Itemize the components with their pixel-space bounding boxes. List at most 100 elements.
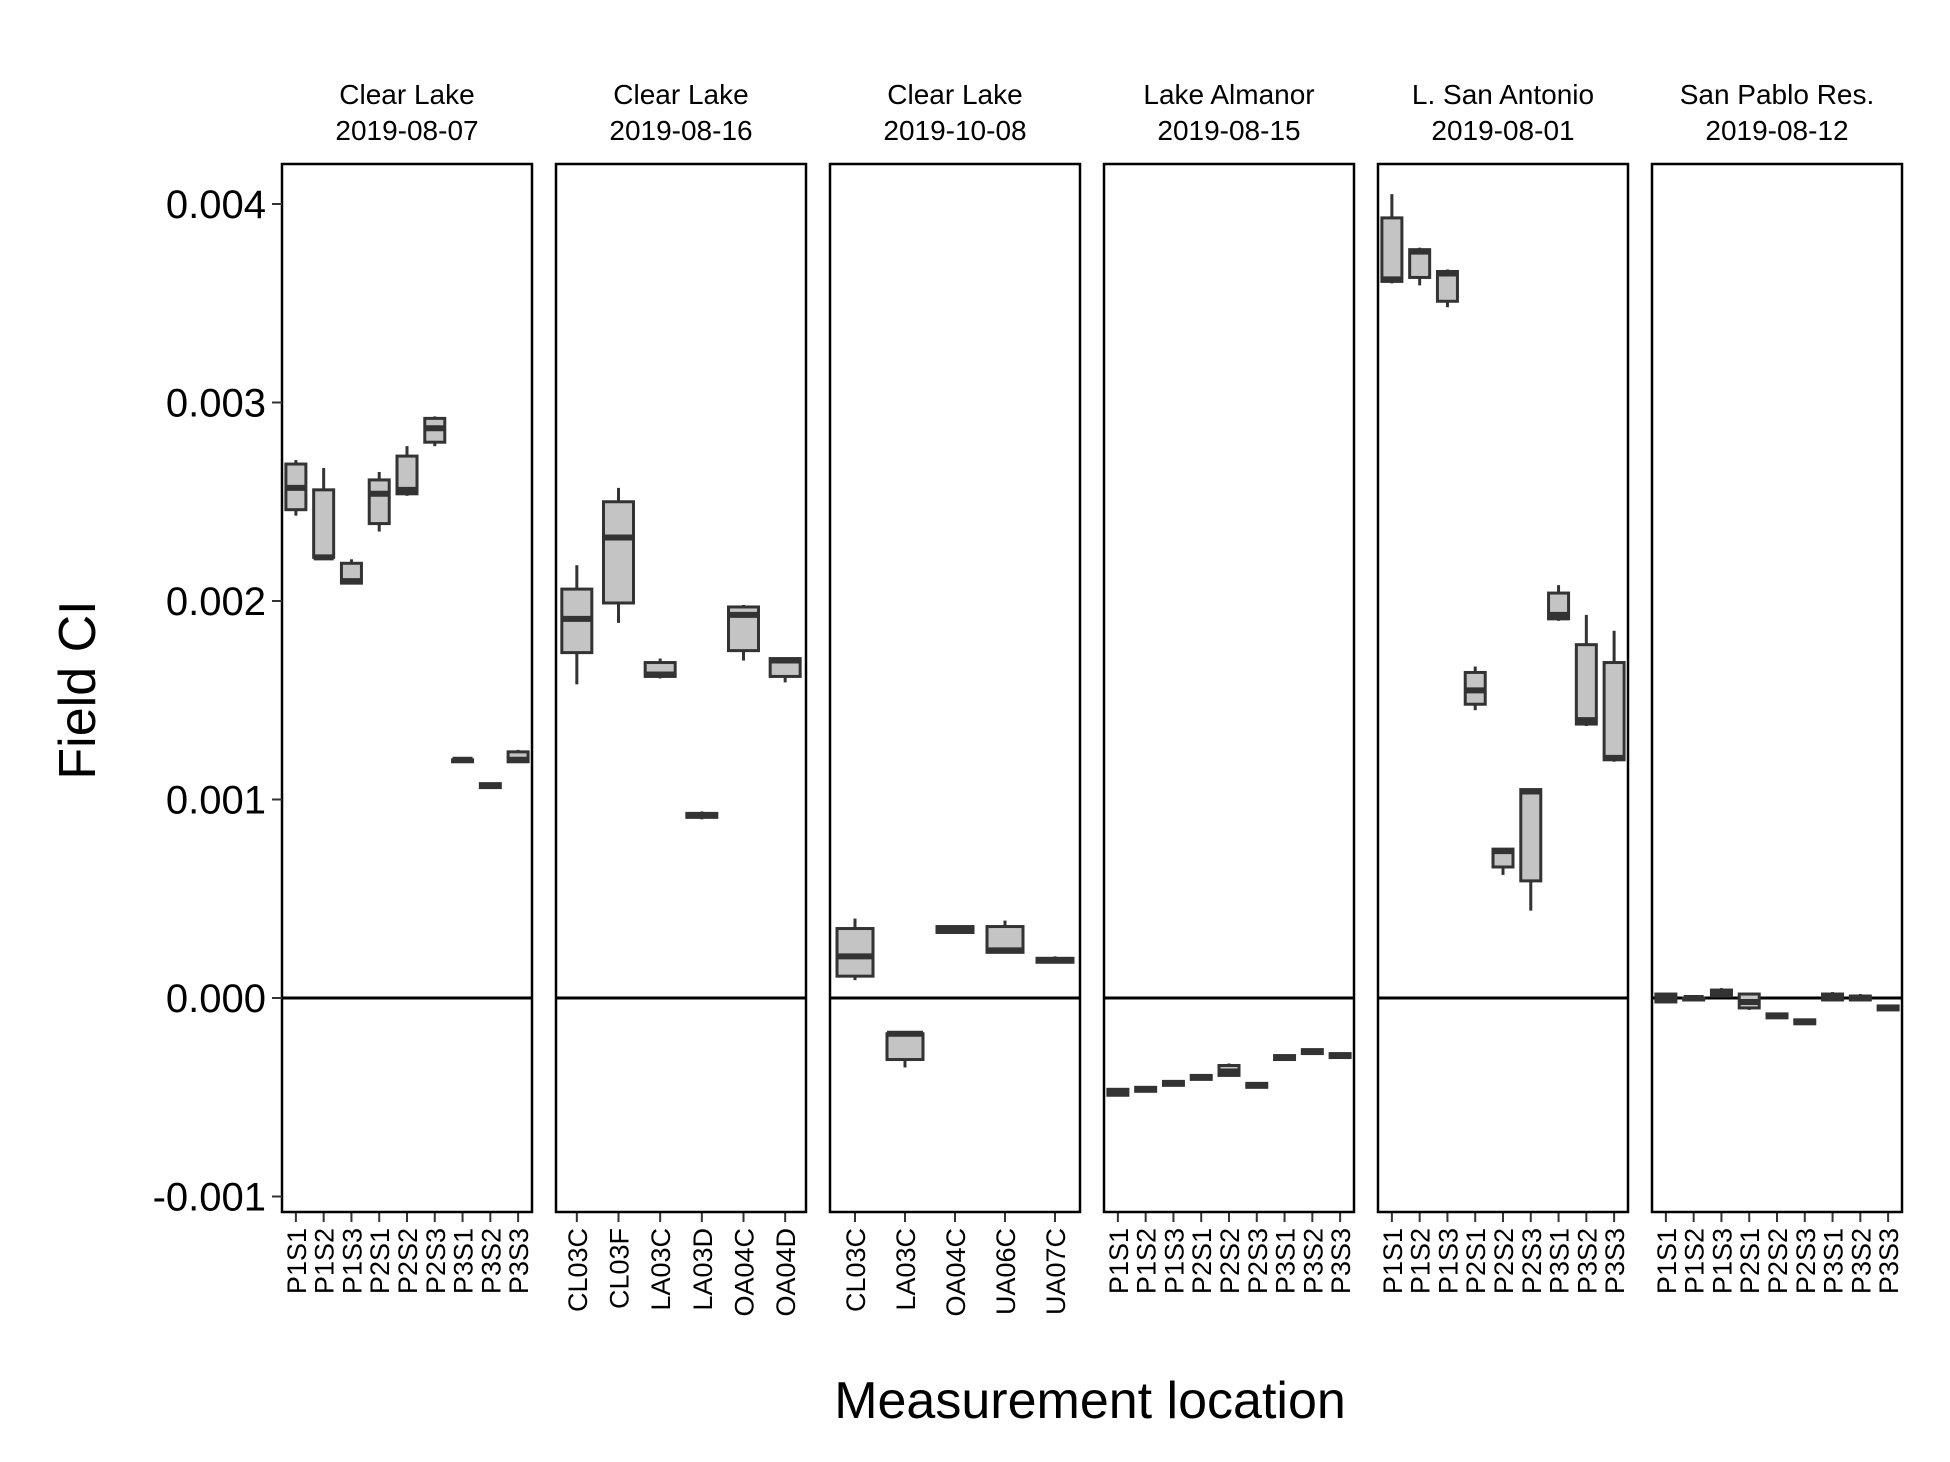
box-cl03f	[602, 487, 635, 623]
box-body	[602, 500, 635, 605]
box-p2s1	[367, 471, 391, 532]
facet-title-date: 2019-08-15	[1157, 115, 1300, 146]
box-p3s2	[1300, 1048, 1324, 1056]
x-tick-label: LA03C	[891, 1228, 921, 1311]
box-p3s2	[478, 782, 502, 790]
facet-title-name: Clear Lake	[339, 79, 474, 110]
box-p3s2	[1574, 614, 1598, 727]
y-tick-label: -0.001	[153, 1176, 266, 1220]
box-ua06c	[985, 920, 1025, 954]
box-p1s2	[312, 468, 336, 561]
box-p1s3	[1435, 269, 1459, 308]
x-tick-label: P3S1	[1545, 1228, 1575, 1294]
box-p1s1	[1654, 992, 1678, 1004]
x-tick-label: P1S1	[282, 1228, 312, 1294]
box-p1s1	[1380, 194, 1404, 284]
x-tick-label: P2S3	[421, 1228, 451, 1294]
x-tick-label: P2S2	[1489, 1228, 1519, 1294]
x-tick-label: LA03C	[646, 1228, 676, 1311]
box-oa04d	[768, 657, 802, 683]
panel-border	[1376, 162, 1630, 1214]
x-axis-title: Measurement location	[834, 1372, 1346, 1430]
x-tick-label: P3S3	[1326, 1228, 1356, 1294]
y-tick-label: 0.002	[166, 580, 266, 624]
facet-panel: Lake Almanor2019-08-15P1S1P1S2P1S3P2S1P2…	[1102, 79, 1356, 1294]
panel-border	[828, 162, 1082, 1214]
panel-border	[1650, 162, 1904, 1214]
facet-title-name: Lake Almanor	[1143, 79, 1314, 110]
facet-title-date: 2019-08-01	[1431, 115, 1574, 146]
x-tick-label: P3S3	[1600, 1228, 1630, 1294]
facet-title-date: 2019-08-16	[609, 115, 752, 146]
x-tick-label: CL03F	[605, 1228, 635, 1309]
facet-title-name: San Pablo Res.	[1680, 79, 1875, 110]
x-tick-label: P1S1	[1104, 1228, 1134, 1294]
box-p3s1	[1821, 992, 1845, 1002]
x-tick-label: P1S2	[310, 1228, 340, 1294]
box-cl03c	[560, 565, 594, 685]
x-tick-label: CL03C	[841, 1228, 871, 1312]
facet-title-date: 2019-08-12	[1705, 115, 1848, 146]
x-tick-label: UA06C	[991, 1228, 1021, 1315]
box-p2s2	[1217, 1063, 1241, 1077]
x-tick-label: LA03D	[688, 1228, 718, 1311]
y-tick-label: 0.000	[166, 977, 266, 1021]
box-body	[885, 1032, 925, 1062]
y-tick-label: 0.001	[166, 779, 266, 823]
box-p2s2	[1765, 1012, 1789, 1020]
facet-panel: San Pablo Res. 2019-08-12 P1S1P1S2P1S3P2S1…	[1650, 79, 1904, 1294]
box-p2s3	[423, 416, 447, 447]
panels-group: Clear Lake2019-08-07P1S1P1S2P1S3P2S1P2S2…	[280, 79, 1904, 1317]
x-tick-label: OA04C	[730, 1228, 760, 1317]
box-p2s1	[1463, 666, 1487, 711]
x-tick-label: P2S3	[1791, 1228, 1821, 1294]
box-p2s2	[395, 446, 419, 496]
x-tick-label: P2S1	[1735, 1228, 1765, 1294]
box-p2s3	[1793, 1018, 1817, 1026]
box-p1s3	[339, 559, 363, 585]
x-tick-label: OA04C	[941, 1228, 971, 1317]
x-tick-label: P2S3	[1243, 1228, 1273, 1294]
box-p2s1	[1189, 1073, 1213, 1081]
box-ua07c	[1035, 956, 1075, 964]
box-p3s3	[506, 749, 530, 764]
box-p1s3	[1709, 988, 1733, 998]
x-tick-label: P1S2	[1680, 1228, 1710, 1294]
y-axis: -0.001 0.000 0.001 0.002 0.003 0.004	[153, 183, 282, 1220]
x-tick-label: P3S1	[1819, 1228, 1849, 1294]
box-p3s3	[1328, 1052, 1352, 1060]
x-tick-label: P1S3	[1707, 1228, 1737, 1294]
box-oa04c	[935, 925, 975, 934]
facet-title-name: L. San Antonio	[1412, 79, 1594, 110]
box-p1s1	[284, 460, 308, 516]
panel-border	[280, 162, 534, 1214]
x-tick-label: P3S1	[1271, 1228, 1301, 1294]
y-tick-label: 0.003	[166, 382, 266, 426]
box-body	[835, 927, 875, 978]
box-la03c	[885, 1030, 925, 1068]
x-tick-label: P1S1	[1652, 1228, 1682, 1294]
x-tick-label: P3S2	[1846, 1228, 1876, 1294]
box-p3s2	[1848, 994, 1872, 1002]
x-tick-label: P2S2	[1763, 1228, 1793, 1294]
facet-panel: Clear Lake 2019-08-07 P1S1P1S2P1S3P2S1P2S2…	[280, 79, 534, 1294]
x-tick-label: P2S1	[1187, 1228, 1217, 1294]
x-tick-label: P1S1	[1378, 1228, 1408, 1294]
x-tick-label: UA07C	[1041, 1228, 1071, 1315]
box-p1s2	[1408, 247, 1432, 286]
box-p3s1	[1273, 1054, 1297, 1062]
box-body	[367, 478, 391, 526]
x-tick-label: P1S3	[1159, 1228, 1189, 1294]
facet-title-name: Clear Lake	[887, 79, 1022, 110]
box-p3s3	[1602, 630, 1626, 762]
box-p1s3	[1161, 1079, 1185, 1087]
x-tick-label: P2S1	[1461, 1228, 1491, 1294]
box-p2s3	[1519, 788, 1543, 911]
box-oa04c	[727, 604, 760, 661]
facet-panel: Clear Lake 2019-08-16 CL03C CL03F LA03C LA03D…	[554, 79, 808, 1317]
y-axis-title: Field CI	[49, 600, 107, 779]
box-p2s2	[1491, 847, 1515, 875]
x-tick-label: P3S2	[1572, 1228, 1602, 1294]
box-p1s2	[1134, 1085, 1158, 1093]
box-body	[1380, 216, 1404, 283]
